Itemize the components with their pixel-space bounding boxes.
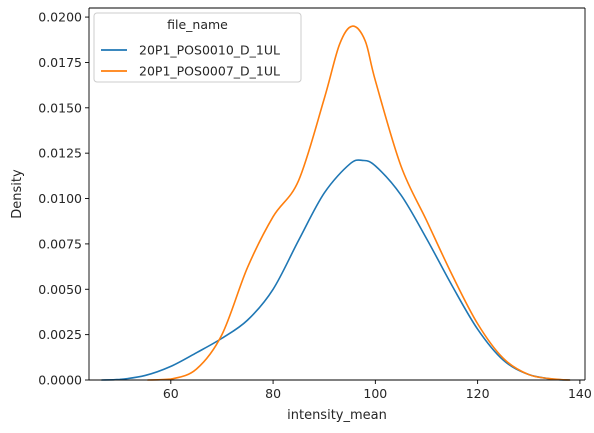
x-tick-label: 100 <box>363 386 387 401</box>
y-tick-label: 0.0050 <box>38 282 82 297</box>
y-tick-label: 0.0150 <box>38 100 82 115</box>
x-tick-label: 80 <box>265 386 281 401</box>
y-tick-label: 0.0175 <box>38 55 82 70</box>
x-axis: 60 80 100 120 140 <box>163 380 592 401</box>
x-tick-label: 120 <box>466 386 490 401</box>
legend-entry-2: 20P1_POS0007_D_1UL <box>139 64 280 79</box>
y-tick-label: 0.0100 <box>38 191 82 206</box>
series-line-1 <box>100 159 571 381</box>
y-tick-label: 0.0075 <box>38 236 82 251</box>
y-tick-label: 0.0025 <box>38 327 82 342</box>
legend-box <box>93 12 302 83</box>
y-axis: 0.0000 0.0025 0.0050 0.0075 0.0100 0.0125 0.01… <box>38 10 89 388</box>
x-tick-label: 140 <box>568 386 592 401</box>
x-tick-label: 60 <box>163 386 179 401</box>
x-axis-label: intensity_mean <box>287 408 387 423</box>
series-line-2 <box>147 25 571 381</box>
legend-entry-1: 20P1_POS0010_D_1UL <box>139 43 280 58</box>
legend: file_name 20P1_POS0010_D_1UL 20P1_POS0007_… <box>93 12 302 83</box>
legend-title: file_name <box>167 17 228 32</box>
y-tick-label: 0.0125 <box>38 146 82 161</box>
y-axis-label: Density <box>10 169 25 219</box>
y-tick-label: 0.0000 <box>38 373 82 388</box>
plot-area <box>88 7 586 381</box>
y-tick-label: 0.0200 <box>38 10 82 25</box>
